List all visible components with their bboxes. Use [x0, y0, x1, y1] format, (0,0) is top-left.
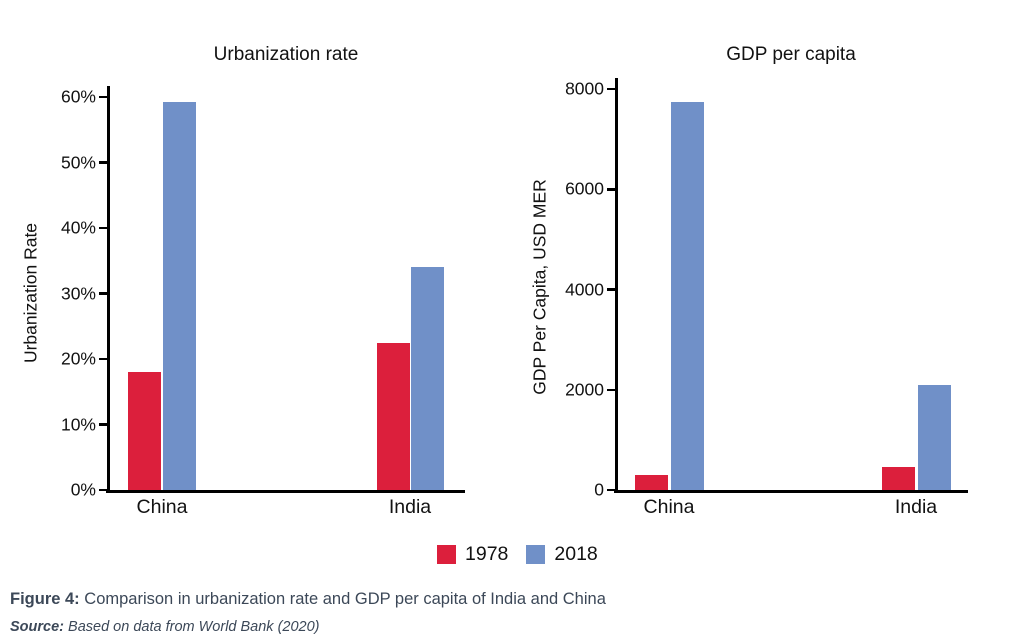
- y-tick-mark: [607, 388, 615, 391]
- y-axis-line: [107, 86, 110, 493]
- legend-label-1978: 1978: [465, 543, 509, 565]
- y-tick-mark: [99, 357, 107, 361]
- y-tick-label: 2000: [565, 379, 604, 400]
- y-tick-mark: [607, 288, 615, 291]
- y-tick-label: 0%: [70, 479, 96, 500]
- y-tick-label: 20%: [60, 348, 96, 369]
- x-axis-line: [106, 490, 465, 493]
- y-tick-mark: [607, 87, 615, 91]
- category-label-china: China: [136, 496, 188, 518]
- legend-swatch-1978-icon: [437, 545, 456, 564]
- y-tick-label: 40%: [60, 217, 96, 238]
- chart-legend: 1978 2018: [437, 543, 598, 566]
- bar-2018-china: [163, 102, 196, 490]
- y-tick-label: 60%: [60, 86, 96, 107]
- figure-caption-text: Comparison in urbanization rate and GDP …: [84, 590, 606, 608]
- y-tick-label: 10%: [60, 414, 96, 434]
- figure-caption-label: Figure 4:: [10, 590, 80, 608]
- legend-swatch-2018-icon: [526, 545, 546, 564]
- y-tick-label: 6000: [565, 178, 604, 199]
- legend-label-2018: 2018: [554, 543, 598, 565]
- bar-1978-india: [882, 467, 915, 490]
- legend-item-1978: 1978: [437, 543, 508, 566]
- figure-source-label: Source:: [10, 619, 64, 635]
- figure-source-text: Based on data from World Bank (2020): [68, 619, 320, 635]
- y-tick-label: 50%: [60, 152, 96, 172]
- y-tick-label: 8000: [565, 78, 604, 99]
- urbanization-chart-title: Urbanization rate: [213, 44, 359, 65]
- bar-1978-china: [635, 474, 668, 490]
- y-tick-mark: [99, 423, 107, 426]
- y-tick-mark: [99, 95, 107, 99]
- y-tick-mark: [99, 161, 107, 164]
- bar-2018-india: [918, 384, 951, 490]
- bar-1978-india: [377, 342, 410, 490]
- y-tick-mark: [607, 488, 615, 492]
- category-label-china: China: [643, 496, 695, 518]
- figure-source: Source: Based on data from World Bank (2…: [10, 619, 320, 635]
- bar-1978-china: [128, 372, 161, 490]
- y-tick-label: 4000: [565, 279, 604, 299]
- y-tick-mark: [99, 488, 107, 492]
- gdp-chart-title: GDP per capita: [726, 44, 856, 65]
- category-label-india: India: [894, 496, 938, 518]
- legend-item-2018: 2018: [526, 543, 598, 566]
- bar-2018-china: [671, 101, 704, 490]
- y-tick-label: 0: [594, 479, 604, 500]
- y-tick-label: 30%: [60, 283, 96, 303]
- y-tick-mark: [99, 226, 107, 230]
- figure-caption: Figure 4: Comparison in urbanization rat…: [10, 590, 606, 609]
- x-axis-line: [614, 490, 968, 493]
- y-tick-mark: [99, 292, 107, 295]
- bar-2018-india: [411, 267, 444, 490]
- y-axis-line: [615, 78, 618, 493]
- category-label-india: India: [388, 496, 432, 518]
- y-tick-mark: [607, 188, 615, 191]
